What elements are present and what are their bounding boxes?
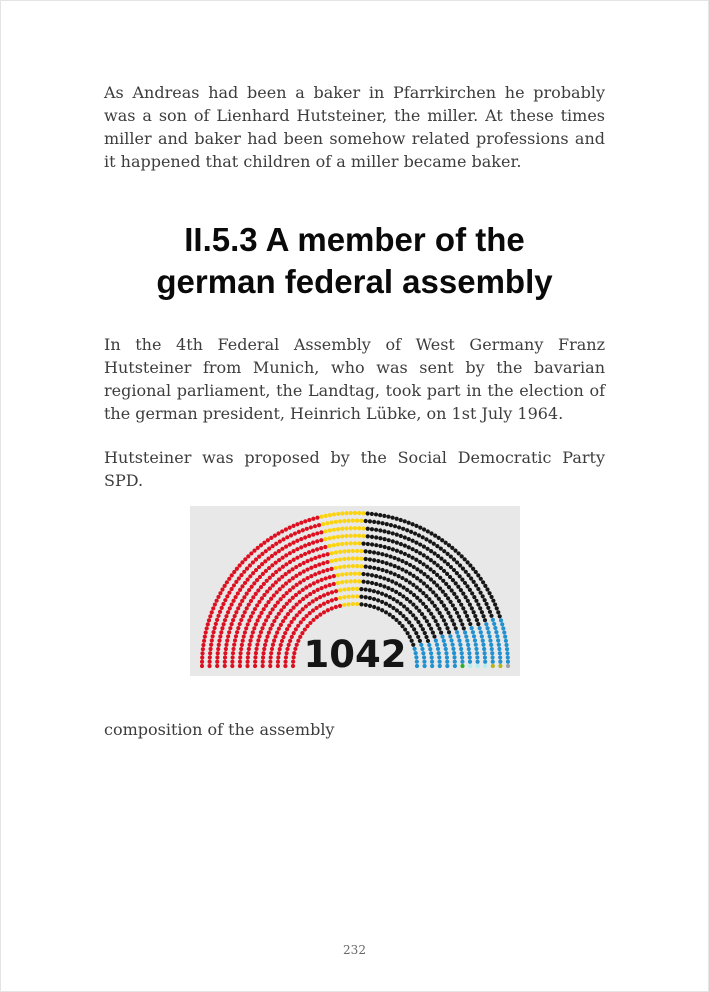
- parliament-diagram-figure: 1042: [189, 506, 520, 676]
- paragraph-spd: Hutsteiner was proposed by the Social De…: [104, 448, 605, 490]
- parliament-seat-chart: 1042: [189, 506, 520, 676]
- figure-caption: composition of the assembly: [104, 720, 335, 739]
- total-seats-label: 1042: [303, 633, 406, 676]
- paragraph-intro: As Andreas had been a baker in Pfarrkirc…: [104, 83, 605, 171]
- section-heading-line2: german federal assembly: [156, 263, 553, 300]
- paragraph-assembly: In the 4th Federal Assembly of West Germ…: [104, 335, 605, 423]
- section-heading: II.5.3 A member of the german federal as…: [104, 219, 605, 303]
- section-heading-line1: II.5.3 A member of the: [184, 221, 525, 258]
- page-number: 232: [343, 943, 366, 957]
